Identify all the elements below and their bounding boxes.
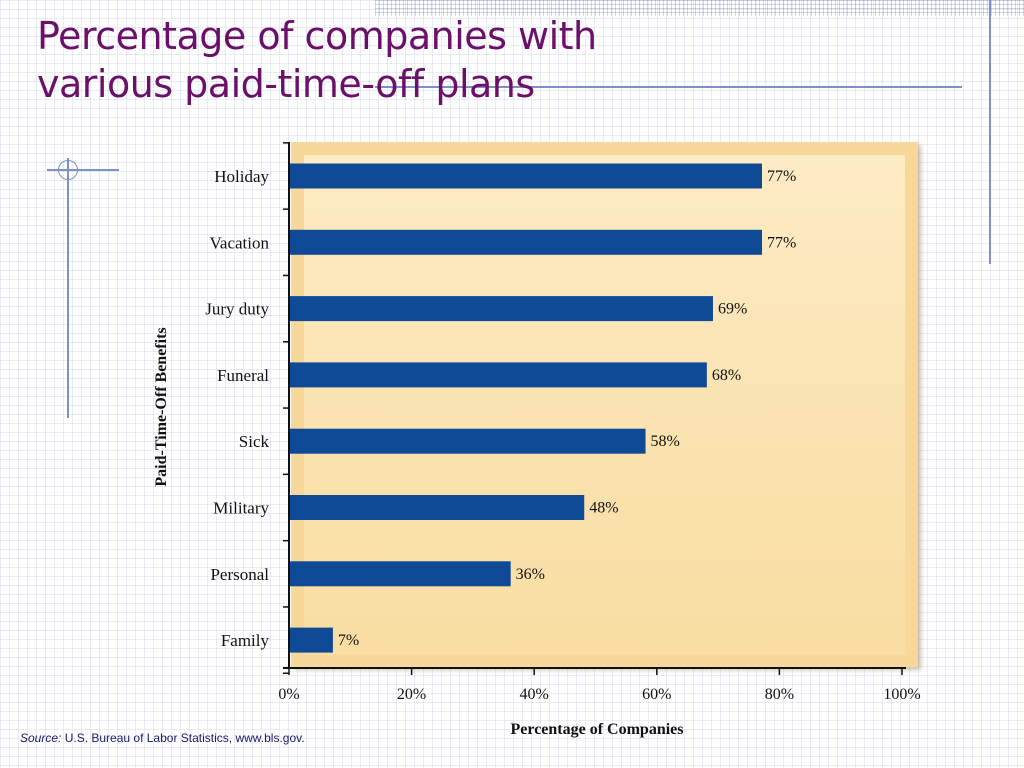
y-axis-title: Paid-Time-Off Benefits [153,327,170,486]
source-text: U.S. Bureau of Labor Statistics, www.bls… [64,731,305,745]
source-note: Source: U.S. Bureau of Labor Statistics,… [20,731,305,745]
data-label-sick: 58% [651,433,680,450]
category-label-personal: Personal [210,565,269,584]
category-label-funeral: Funeral [217,366,269,385]
bar-jury-duty [290,296,713,322]
slide-title-line-1: Percentage of companies with [37,14,597,58]
x-tick-label: 0% [278,686,299,703]
category-label-holiday: Holiday [214,167,269,186]
bar-sick [290,428,646,454]
x-tick-label: 100% [883,686,920,703]
decor-line-vertical-right [989,0,991,264]
source-label: Source: [20,731,62,745]
category-label-jury-duty: Jury duty [205,300,269,319]
category-label-military: Military [213,499,269,518]
bar-funeral [290,362,707,388]
top-pattern-band [375,0,1024,16]
bar-military [290,495,585,520]
slide-title-line-2: various paid-time-off plans [37,62,535,106]
data-label-family: 7% [338,632,359,649]
x-tick-label: 20% [397,686,426,703]
bar-holiday [290,163,763,189]
decor-line-horizontal-left [47,169,119,171]
x-tick-label: 80% [765,686,794,703]
data-label-jury-duty: 69% [718,301,747,318]
bar-vacation [290,229,763,255]
data-label-personal: 36% [516,566,545,583]
x-axis-title: Percentage of Companies [511,721,684,738]
data-label-holiday: 77% [767,168,796,185]
decor-circle [58,160,78,180]
decor-line-vertical-left [67,158,69,418]
data-label-funeral: 68% [712,367,741,384]
category-label-sick: Sick [239,432,270,451]
bar-personal [290,561,511,587]
category-label-family: Family [221,631,270,650]
decor-line-horizontal-top [375,86,962,88]
data-label-military: 48% [589,500,618,517]
x-tick-label: 40% [520,686,549,703]
data-label-vacation: 77% [767,234,796,251]
bar-family [290,627,333,653]
x-tick-label: 60% [642,686,671,703]
slide-title: Percentage of companies with various pai… [37,12,597,108]
category-label-vacation: Vacation [210,233,270,252]
